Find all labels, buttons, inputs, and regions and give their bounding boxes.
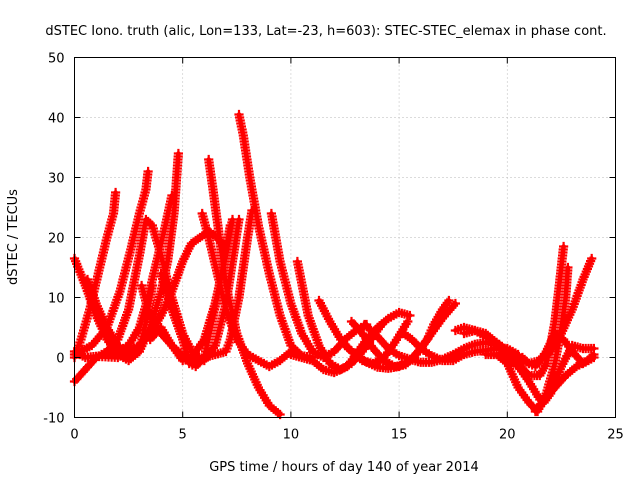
- data-point: [405, 310, 415, 321]
- chart-title: dSTEC Iono. truth (alic, Lon=133, Lat=-2…: [45, 24, 606, 39]
- data-point: [227, 214, 238, 225]
- series-arc-12: [197, 208, 296, 372]
- data-point: [275, 409, 285, 420]
- data-point: [173, 148, 183, 159]
- data-point: [587, 253, 597, 264]
- x-tick-label: 25: [607, 428, 624, 443]
- y-tick-label: 0: [56, 352, 64, 367]
- data-point: [450, 298, 460, 309]
- data-point: [589, 352, 599, 363]
- x-tick-label: 20: [499, 428, 516, 443]
- data-series: [69, 109, 599, 420]
- data-point: [444, 295, 454, 306]
- y-tick-labels: -10 0 10 20 30 40 50: [43, 52, 64, 427]
- x-axis-label: GPS time / hours of day 140 of year 2014: [209, 460, 479, 475]
- x-tick-label: 15: [391, 428, 408, 443]
- y-tick-label: 20: [48, 232, 65, 247]
- data-point: [559, 241, 569, 252]
- series-arc-25: [502, 241, 569, 381]
- x-tick-labels: 0 5 10 15 20 25: [70, 428, 623, 443]
- series-arc-27: [517, 328, 599, 372]
- y-tick-label: 40: [48, 112, 65, 127]
- data-point: [167, 190, 177, 201]
- y-tick-label: 50: [48, 52, 65, 67]
- x-tick-label: 10: [283, 428, 300, 443]
- data-point: [111, 187, 121, 198]
- x-tick-label: 0: [70, 428, 78, 443]
- x-tick-label: 5: [179, 428, 187, 443]
- series-arc-19: [346, 295, 454, 372]
- data-point: [225, 220, 235, 231]
- y-tick-label: 30: [48, 172, 65, 187]
- y-tick-label: -10: [43, 412, 64, 427]
- y-axis-label: dSTEC / TECUs: [6, 189, 21, 285]
- axis-ticks: [74, 57, 616, 418]
- data-point: [143, 166, 153, 177]
- data-point: [147, 280, 157, 291]
- y-tick-label: 10: [48, 292, 65, 307]
